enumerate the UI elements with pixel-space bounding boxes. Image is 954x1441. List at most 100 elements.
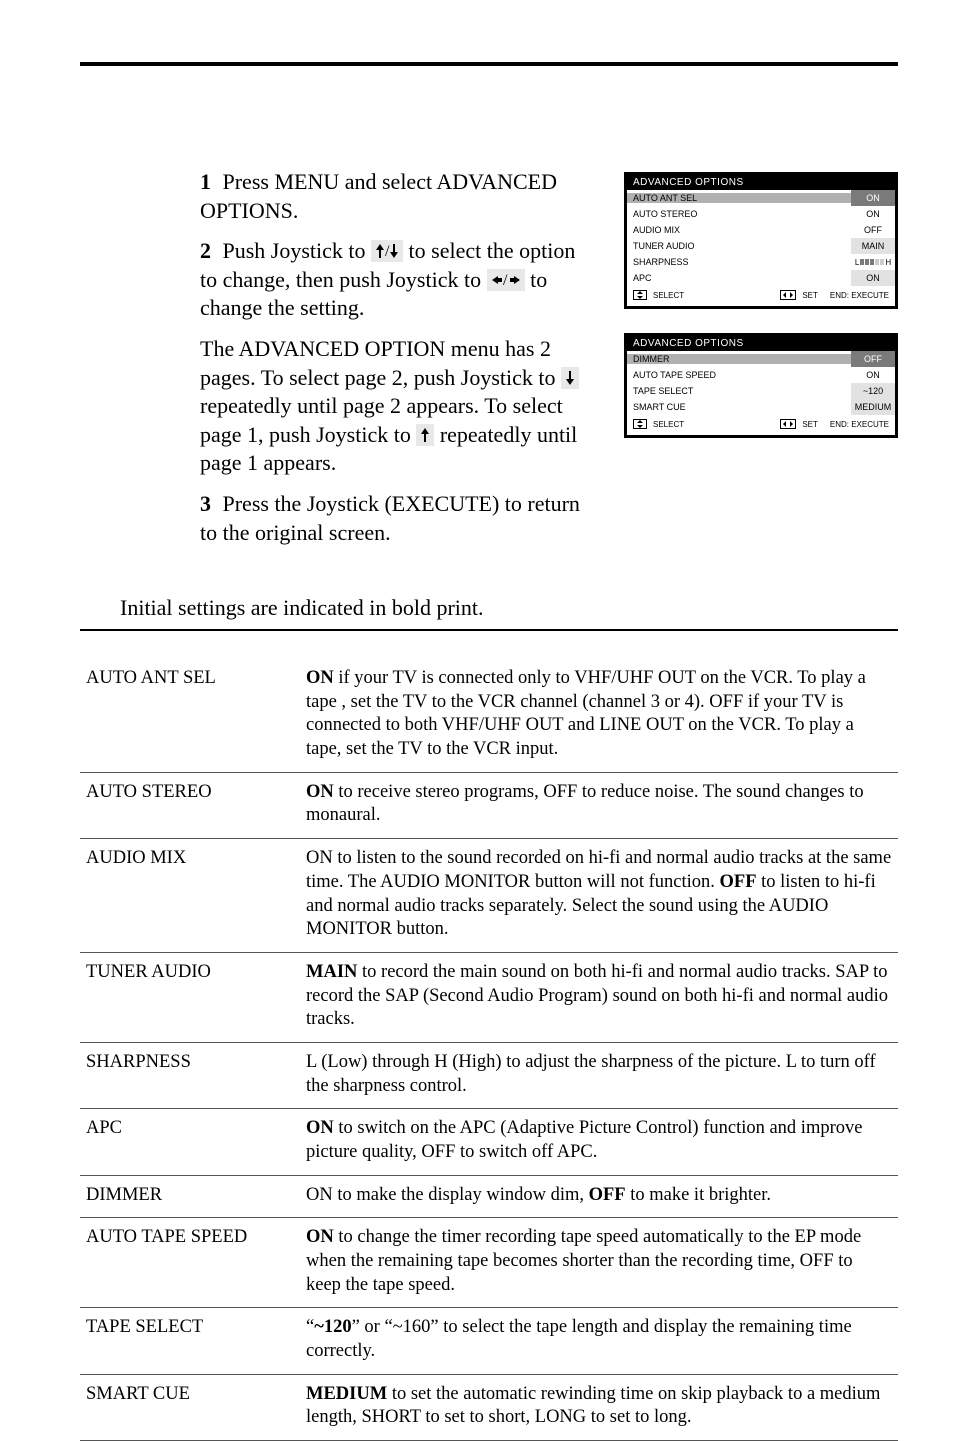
menu-2-select: SELECT <box>653 420 684 429</box>
up-down-arrow-icon: / <box>371 240 403 262</box>
menu-row: SMART CUEMEDIUM <box>627 399 895 415</box>
table-row: SHARPNESSL (Low) through H (High) to adj… <box>80 1042 898 1108</box>
menu-row-label: AUTO TAPE SPEED <box>627 370 851 380</box>
table-row: AUTO ANT SELON if your TV is connected o… <box>80 659 898 772</box>
option-key: AUTO ANT SEL <box>80 659 300 772</box>
option-desc: ON to switch on the APC (Adaptive Pictur… <box>300 1109 898 1175</box>
option-key: TUNER AUDIO <box>80 952 300 1042</box>
menu-1-select: SELECT <box>653 291 684 300</box>
menu-row-value: MEDIUM <box>851 399 895 415</box>
menu-1-end: END: EXECUTE <box>830 291 889 300</box>
menu-1-body: AUTO ANT SELONAUTO STEREOONAUDIO MIXOFFT… <box>627 190 895 286</box>
menu-2-set: SET <box>802 420 818 429</box>
option-key: DIMMER <box>80 1175 300 1218</box>
menu-1-title: ADVANCED OPTIONS <box>627 175 895 190</box>
svg-text:/: / <box>385 243 390 260</box>
header-rule <box>80 62 898 66</box>
menu-2-title: ADVANCED OPTIONS <box>627 336 895 351</box>
option-desc: L (Low) through H (High) to adjust the s… <box>300 1042 898 1108</box>
note-a: The ADVANCED OPTION menu has 2 pages. To… <box>200 336 561 390</box>
table-row: DIMMERON to make the display window dim,… <box>80 1175 898 1218</box>
step-3: 3 Press the Joystick (EXECUTE) to return… <box>200 490 588 547</box>
menu-row-label: AUTO ANT SEL <box>627 193 851 203</box>
table-row: AUTO TAPE SPEEDON to change the timer re… <box>80 1218 898 1308</box>
table-row: AUTO STEREOON to receive stereo programs… <box>80 772 898 838</box>
updown-nav-icon <box>633 419 647 429</box>
step-3-text: Press the Joystick (EXECUTE) to return t… <box>200 491 580 545</box>
menu-row-value: ON <box>851 367 895 383</box>
menu-1-bottom: SELECT SET END: EXECUTE <box>627 286 895 306</box>
left-right-arrow-icon: / <box>487 269 525 291</box>
step-2-note: The ADVANCED OPTION menu has 2 pages. To… <box>200 335 588 478</box>
option-key: AUDIO MIX <box>80 839 300 953</box>
option-desc: ON to listen to the sound recorded on hi… <box>300 839 898 953</box>
option-desc: ON to make the display window dim, OFF t… <box>300 1175 898 1218</box>
menu-box-2: ADVANCED OPTIONS DIMMEROFFAUTO TAPE SPEE… <box>624 333 898 438</box>
menu-row-value: ~120 <box>851 383 895 399</box>
option-key: SHARPNESS <box>80 1042 300 1108</box>
table-row: TAPE SELECT“~120” or “~160” to select th… <box>80 1308 898 1374</box>
option-key: TAPE SELECT <box>80 1308 300 1374</box>
menu-row: DIMMEROFF <box>627 351 895 367</box>
step-1-text: Press MENU and select ADVANCED OPTIONS. <box>200 169 557 223</box>
menu-row: TUNER AUDIOMAIN <box>627 238 895 254</box>
table-row: APCON to switch on the APC (Adaptive Pic… <box>80 1109 898 1175</box>
menu-2-bottom: SELECT SET END: EXECUTE <box>627 415 895 435</box>
menu-row-label: AUTO STEREO <box>627 209 851 219</box>
option-key: AUTO TAPE SPEED <box>80 1218 300 1308</box>
svg-text:/: / <box>503 272 508 289</box>
menu-row-value: ON <box>851 206 895 222</box>
menu-row: AUTO ANT SELON <box>627 190 895 206</box>
menu-row-label: AUDIO MIX <box>627 225 851 235</box>
step-2-pre: Push Joystick to <box>223 238 372 263</box>
menu-row: AUTO TAPE SPEEDON <box>627 367 895 383</box>
menu-row-label: TAPE SELECT <box>627 386 851 396</box>
menu-row: AUDIO MIXOFF <box>627 222 895 238</box>
intro-steps: 1 Press MENU and select ADVANCED OPTIONS… <box>80 168 588 559</box>
down-arrow-icon <box>561 367 579 389</box>
option-key: SMART CUE <box>80 1374 300 1440</box>
table-row: AUDIO MIXON to listen to the sound recor… <box>80 839 898 953</box>
option-desc: ON to receive stereo programs, OFF to re… <box>300 772 898 838</box>
menu-row-value: LH <box>851 254 895 270</box>
table-top-rule <box>80 629 898 631</box>
menu-box-1: ADVANCED OPTIONS AUTO ANT SELONAUTO STER… <box>624 172 898 309</box>
intro-section: 1 Press MENU and select ADVANCED OPTIONS… <box>80 168 898 559</box>
leftright-nav-icon <box>780 290 796 300</box>
menu-row-value: ON <box>851 190 895 206</box>
option-desc: MEDIUM to set the automatic rewinding ti… <box>300 1374 898 1440</box>
menu-2-end: END: EXECUTE <box>830 420 889 429</box>
menu-row-label: APC <box>627 273 851 283</box>
menu-row-value: MAIN <box>851 238 895 254</box>
options-table: AUTO ANT SELON if your TV is connected o… <box>80 659 898 1441</box>
option-desc: “~120” or “~160” to select the tape leng… <box>300 1308 898 1374</box>
menu-screenshots: ADVANCED OPTIONS AUTO ANT SELONAUTO STER… <box>624 168 898 559</box>
option-key: AUTO STEREO <box>80 772 300 838</box>
menu-row: AUTO STEREOON <box>627 206 895 222</box>
page-content: 1 Press MENU and select ADVANCED OPTIONS… <box>80 48 898 1441</box>
menu-row-label: SHARPNESS <box>627 257 851 267</box>
menu-2-body: DIMMEROFFAUTO TAPE SPEEDONTAPE SELECT~12… <box>627 351 895 415</box>
option-desc: ON if your TV is connected only to VHF/U… <box>300 659 898 772</box>
menu-row-label: DIMMER <box>627 354 851 364</box>
step-2-num: 2 <box>200 238 211 263</box>
menu-row-label: TUNER AUDIO <box>627 241 851 251</box>
step-1: 1 Press MENU and select ADVANCED OPTIONS… <box>200 168 588 225</box>
option-desc: MAIN to record the main sound on both hi… <box>300 952 898 1042</box>
initial-settings-note: Initial settings are indicated in bold p… <box>80 595 898 621</box>
step-2: 2 Push Joystick to / to select the optio… <box>200 237 588 323</box>
menu-row: SHARPNESSLH <box>627 254 895 270</box>
table-row: SMART CUEMEDIUM to set the automatic rew… <box>80 1374 898 1440</box>
step-3-num: 3 <box>200 491 211 516</box>
leftright-nav-icon <box>780 419 796 429</box>
updown-nav-icon <box>633 290 647 300</box>
menu-row-label: SMART CUE <box>627 402 851 412</box>
menu-row-value: OFF <box>851 351 895 367</box>
menu-row: TAPE SELECT~120 <box>627 383 895 399</box>
table-row: TUNER AUDIOMAIN to record the main sound… <box>80 952 898 1042</box>
option-desc: ON to change the timer recording tape sp… <box>300 1218 898 1308</box>
menu-row: APCON <box>627 270 895 286</box>
menu-1-set: SET <box>802 291 818 300</box>
up-arrow-icon <box>416 424 434 446</box>
option-key: APC <box>80 1109 300 1175</box>
